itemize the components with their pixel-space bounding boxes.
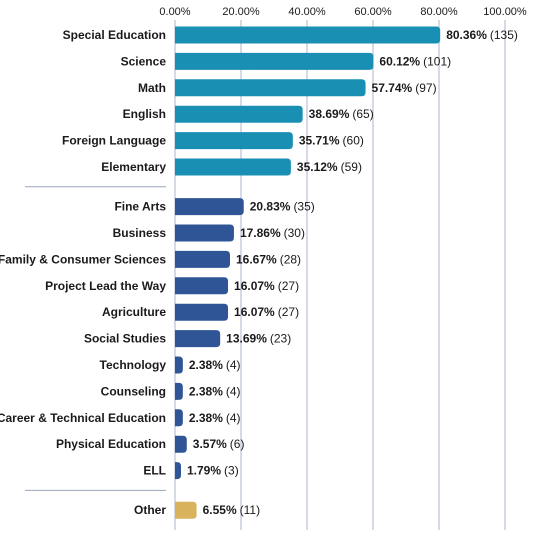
data-label: 2.38% (4) [189,358,241,372]
data-label-percent: 16.67% [236,252,277,266]
category-label: Career & Technical Education [0,411,166,425]
data-label-percent: 57.74% [372,81,413,95]
data-label-percent: 1.79% [187,464,221,478]
data-label-count: (60) [343,134,364,148]
data-label: 60.12% (101) [379,54,451,68]
data-label-count: (11) [240,503,260,517]
bar [175,462,181,480]
data-label-count: (4) [226,384,241,398]
bar [175,158,291,176]
data-label: 16.67% (28) [236,252,301,266]
data-label: 57.74% (97) [372,81,437,95]
data-label: 20.83% (35) [250,200,315,214]
category-label: Math [138,81,166,95]
data-label-percent: 13.69% [226,332,267,346]
data-label-percent: 60.12% [379,54,420,68]
category-label: Physical Education [56,437,166,451]
x-tick-label: 20.00% [222,6,260,18]
category-label: Special Education [63,28,166,42]
data-label-count: (4) [226,358,241,372]
data-label: 35.12% (59) [297,160,362,174]
x-tick-label: 0.00% [159,6,190,18]
bar [175,105,303,123]
bar [175,382,183,400]
bar [175,224,234,242]
data-label-percent: 80.36% [446,28,487,42]
bar [175,330,221,348]
x-tick-label: 100.00% [483,6,527,18]
category-label: Other [134,503,166,517]
category-label: Social Studies [84,332,166,346]
bar [175,198,244,216]
category-label: Technology [100,358,167,372]
data-label: 16.07% (27) [234,305,299,319]
data-label-count: (30) [284,226,305,240]
data-label-count: (59) [341,160,362,174]
data-label-percent: 20.83% [250,200,291,214]
category-label: Elementary [101,160,166,174]
data-label-percent: 2.38% [189,411,223,425]
bar [175,435,187,453]
data-label-percent: 6.55% [203,503,237,517]
category-label: Science [121,54,167,68]
data-label-percent: 2.38% [189,358,223,372]
category-label: Counseling [101,384,166,398]
data-label-count: (135) [490,28,518,42]
category-label: ELL [143,464,166,478]
data-label-count: (23) [270,332,291,346]
bar [175,277,229,295]
data-label: 35.71% (60) [299,134,364,148]
category-label: English [123,107,166,121]
data-label-count: (4) [226,411,241,425]
bar [175,501,197,519]
data-label-percent: 16.07% [234,305,275,319]
data-label: 3.57% (6) [193,437,245,451]
data-label-count: (101) [423,54,451,68]
bar [175,303,229,321]
data-label: 16.07% (27) [234,279,299,293]
bar [175,79,366,97]
category-label: Foreign Language [62,134,166,148]
data-label-count: (65) [352,107,373,121]
data-label-count: (27) [278,279,299,293]
category-label: Project Lead the Way [45,279,166,293]
data-label-percent: 35.71% [299,134,340,148]
category-label: Business [113,226,167,240]
bar [175,52,374,70]
data-label-count: (6) [230,437,245,451]
category-label: Family & Consumer Sciences [0,252,166,266]
data-label: 38.69% (65) [309,107,374,121]
bar [175,26,441,44]
data-label-percent: 2.38% [189,384,223,398]
data-label: 2.38% (4) [189,384,241,398]
data-label: 1.79% (3) [187,464,239,478]
data-label-count: (28) [280,252,301,266]
data-label-count: (27) [278,305,299,319]
data-label: 6.55% (11) [203,503,260,517]
data-label: 17.86% (30) [240,226,305,240]
bar [175,356,183,374]
data-label: 80.36% (135) [446,28,518,42]
data-label-percent: 3.57% [193,437,227,451]
bar [175,250,231,268]
data-label-percent: 17.86% [240,226,281,240]
category-label: Agriculture [102,305,166,319]
data-label-percent: 38.69% [309,107,350,121]
x-tick-label: 60.00% [354,6,392,18]
data-label: 2.38% (4) [189,411,241,425]
data-label-percent: 16.07% [234,279,275,293]
data-label-count: (3) [224,464,239,478]
data-label-percent: 35.12% [297,160,338,174]
data-label: 13.69% (23) [226,332,291,346]
x-tick-label: 40.00% [288,6,326,18]
bar [175,409,183,427]
bar [175,132,293,150]
category-label: Fine Arts [114,200,166,214]
data-label-count: (97) [415,81,436,95]
x-tick-label: 80.00% [420,6,458,18]
data-label-count: (35) [293,200,314,214]
